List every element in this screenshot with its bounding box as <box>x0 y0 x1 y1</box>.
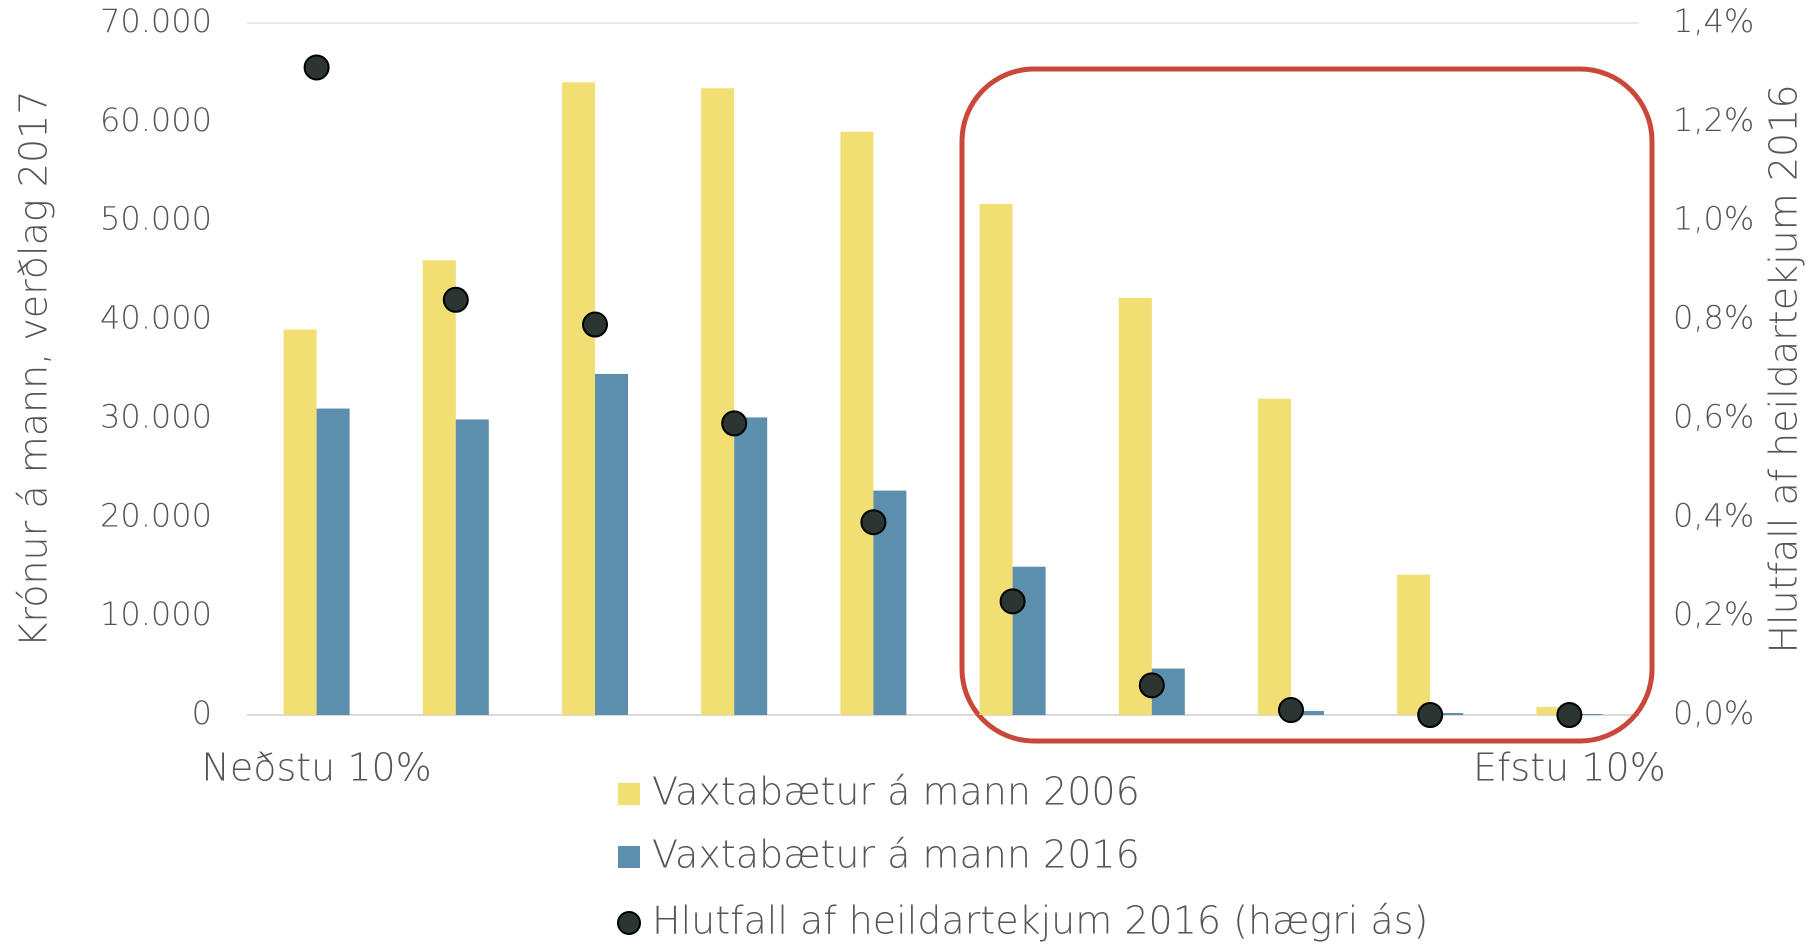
y-tick-label: 20.000 <box>100 496 212 534</box>
y2-tick-label: 0,0% <box>1673 694 1754 732</box>
y-axis-title: Krónur á mann, verðlag 2017 <box>12 91 56 648</box>
dot <box>1417 702 1444 728</box>
y-tick-label: 0 <box>192 694 212 732</box>
dot <box>999 588 1026 615</box>
bar <box>1536 707 1570 715</box>
legend-swatch <box>618 783 640 805</box>
y2-tick-label: 0,2% <box>1673 595 1754 633</box>
y2-axis-title: Hlutfall af heildartekjum 2016 <box>1762 84 1806 653</box>
dot <box>303 54 330 81</box>
highlight-box <box>959 66 1655 744</box>
bar <box>455 419 489 715</box>
bar <box>840 131 874 715</box>
y-tick-label: 10.000 <box>100 595 212 633</box>
y2-tick-label: 0,8% <box>1673 299 1754 337</box>
y-tick-label: 70.000 <box>100 2 212 40</box>
dot <box>582 311 608 338</box>
dot <box>721 410 748 437</box>
y-tick-label: 60.000 <box>100 101 212 139</box>
bar <box>1291 711 1324 715</box>
bar <box>316 408 350 715</box>
legend-swatch <box>618 846 640 868</box>
y2-tick-label: 0,6% <box>1673 397 1754 435</box>
y-tick-label: 40.000 <box>100 299 212 337</box>
legend-label: Hlutfall af heildartekjum 2016 (hægri ás… <box>652 899 1428 943</box>
x-tick-label: Efstu 10% <box>1473 746 1666 790</box>
y-tick-label: 30.000 <box>100 397 212 435</box>
legend-label: Vaxtabætur á mann 2006 <box>652 770 1140 814</box>
dot <box>1138 672 1165 699</box>
y2-tick-label: 1,2% <box>1673 101 1754 139</box>
y2-tick-label: 1,0% <box>1673 200 1754 238</box>
bar <box>1012 566 1046 715</box>
bar <box>422 260 456 715</box>
legend-label: Vaxtabætur á mann 2016 <box>652 833 1140 877</box>
bar <box>1118 297 1152 715</box>
x-tick-label: Neðstu 10% <box>201 746 431 790</box>
y2-tick-label: 1,4% <box>1673 2 1754 40</box>
bar <box>1569 714 1603 715</box>
bar <box>1430 713 1464 715</box>
bar <box>979 203 1013 715</box>
bar <box>734 417 768 715</box>
bar <box>701 88 735 715</box>
dot <box>860 509 887 536</box>
legend-swatch <box>617 911 641 935</box>
bar <box>595 373 628 715</box>
y2-tick-label: 0,4% <box>1673 496 1754 534</box>
dot <box>442 286 469 313</box>
dot <box>1556 702 1583 728</box>
dot <box>1278 697 1304 724</box>
bar <box>283 329 317 715</box>
bar <box>1258 398 1291 715</box>
y-tick-label: 50.000 <box>100 200 212 238</box>
bar <box>1397 574 1431 715</box>
bar <box>562 82 595 716</box>
